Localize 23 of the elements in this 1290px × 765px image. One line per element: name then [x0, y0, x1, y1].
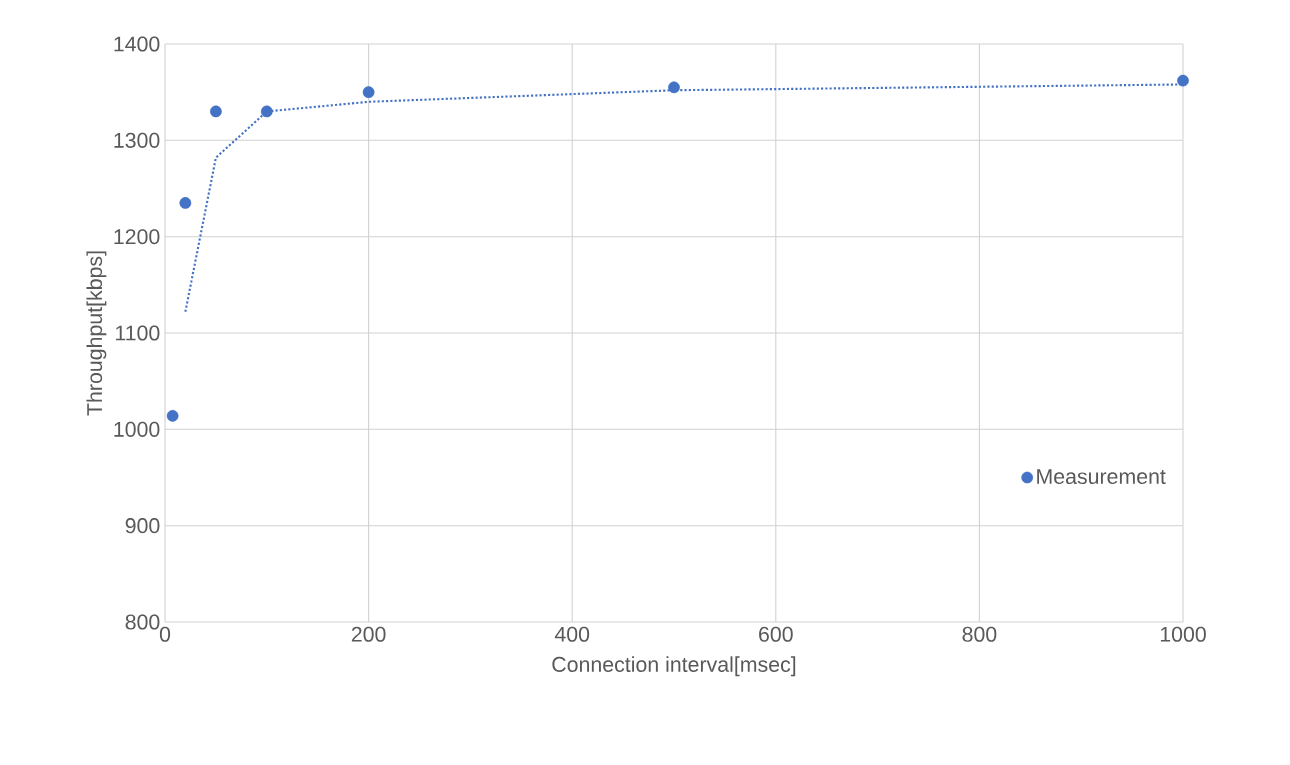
- x-tick-label: 600: [759, 626, 793, 642]
- y-tick-label: 1300: [114, 132, 160, 148]
- y-tick-label: 1200: [114, 229, 160, 245]
- y-tick-label: 1400: [114, 36, 160, 52]
- x-tick-label: 0: [159, 626, 171, 642]
- y-axis-title: Throughput[kbps]: [86, 251, 107, 416]
- point: [362, 86, 375, 99]
- x-tick-label: 1000: [1160, 626, 1206, 642]
- legend-label: Measurement: [1037, 469, 1166, 485]
- point: [1177, 74, 1189, 87]
- point: [179, 197, 192, 209]
- y-tick-label: 1100: [116, 325, 160, 341]
- y-tick-label: 800: [125, 614, 160, 630]
- x-axis-title: Connection interval[msec]: [552, 656, 796, 677]
- point: [260, 105, 273, 118]
- point: [166, 409, 179, 422]
- x-tick-label: 400: [554, 626, 590, 642]
- y-tick-label: 1000: [114, 421, 160, 437]
- point: [210, 105, 222, 118]
- point: [668, 81, 680, 94]
- y-tick-label: 900: [125, 518, 160, 534]
- x-tick-label: 200: [351, 626, 386, 642]
- x-tick-label: 800: [962, 626, 997, 642]
